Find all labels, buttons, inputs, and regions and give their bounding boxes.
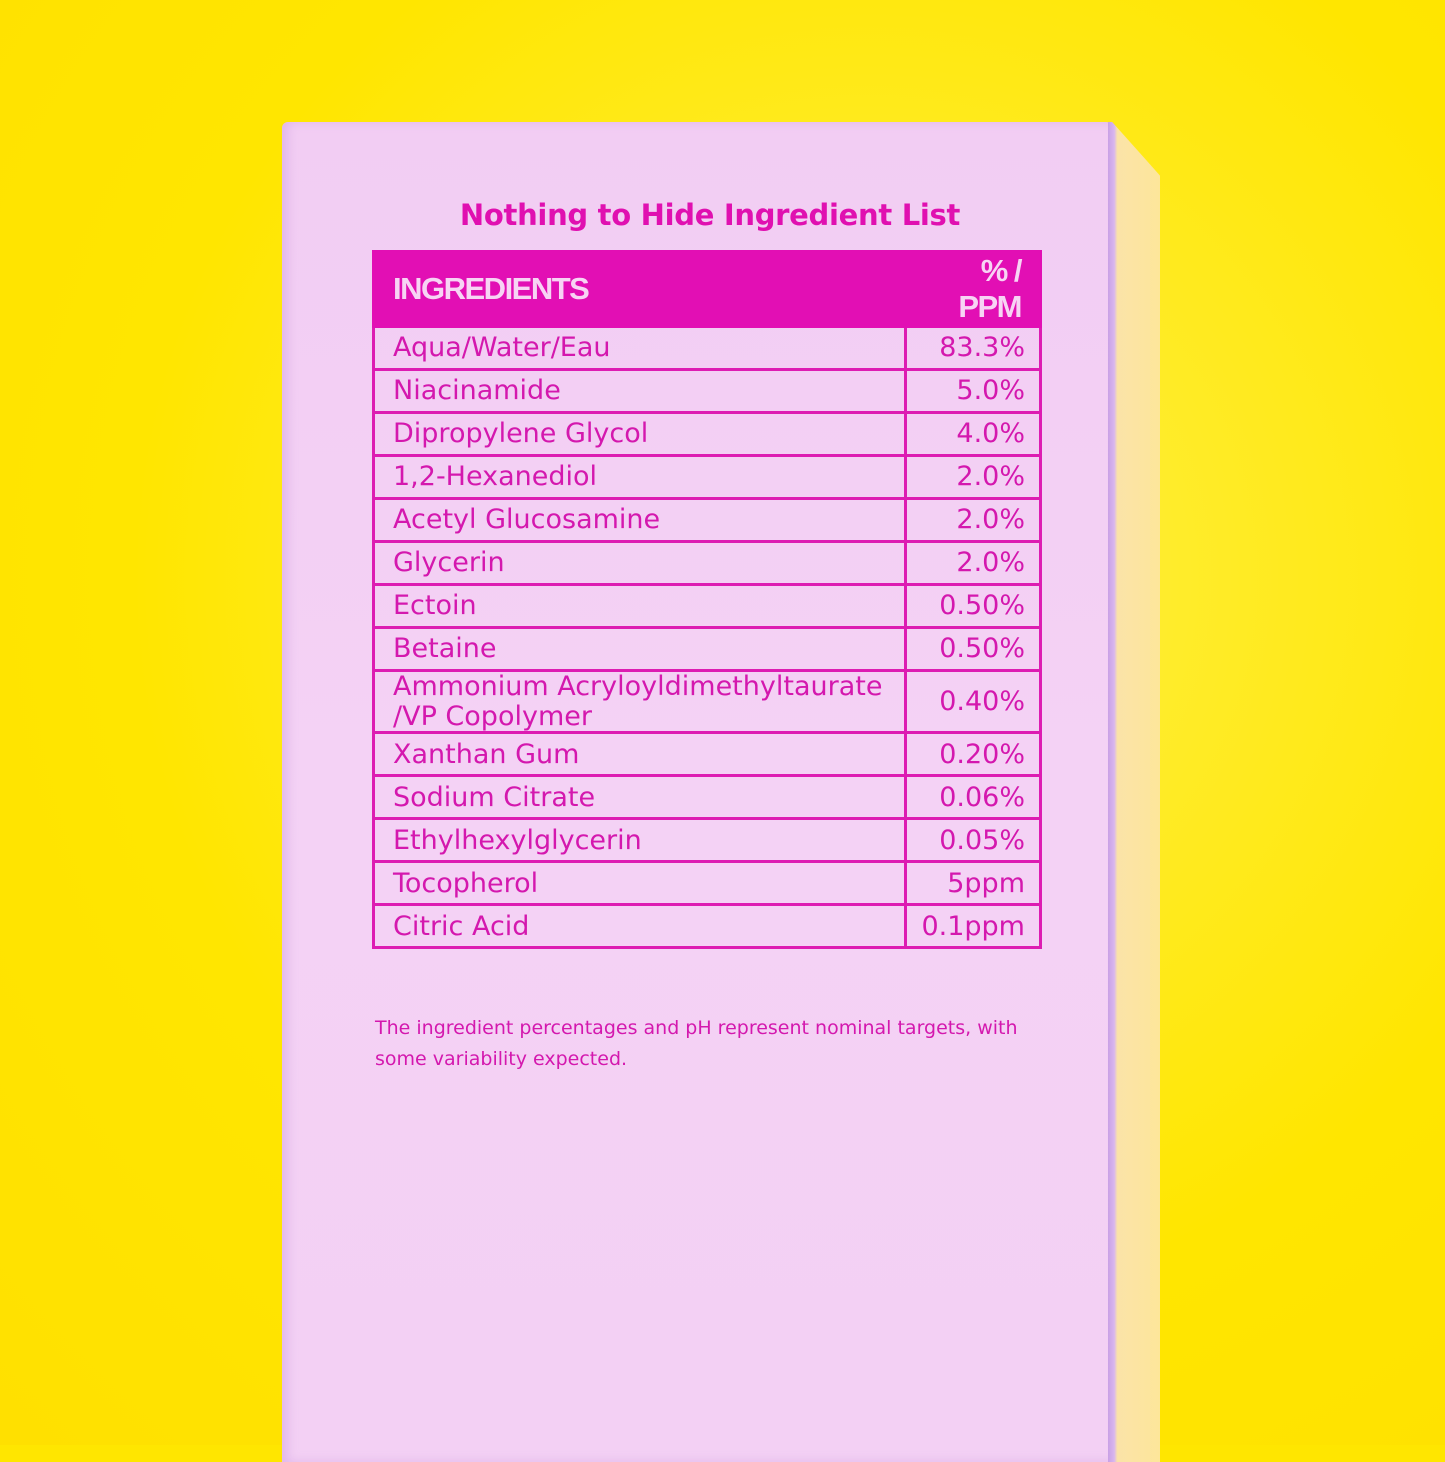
table-row: Dipropylene Glycol 4.0% xyxy=(371,411,1042,457)
header-percent: % / PPM xyxy=(904,250,1042,328)
ingredient-table: INGREDIENTS % / PPM Aqua/Water/Eau 83.3% N… xyxy=(371,250,1042,950)
ingredient-name: Sodium Citrate xyxy=(371,774,908,821)
ingredient-amount: 4.0% xyxy=(904,411,1042,457)
table-row: Ammonium Acryloyldimethyltaurate /VP Cop… xyxy=(371,668,1042,735)
table-row: Glycerin 2.0% xyxy=(371,540,1042,586)
ingredient-name: Betaine xyxy=(371,626,908,672)
ingredient-amount: 0.40% xyxy=(904,668,1042,735)
ingredient-name: Xanthan Gum xyxy=(371,731,908,778)
ingredient-name: 1,2-Hexanediol xyxy=(371,454,908,500)
ingredient-name: Citric Acid xyxy=(371,903,908,950)
table-row: Sodium Citrate 0.06% xyxy=(371,774,1042,821)
ingredient-name: Dipropylene Glycol xyxy=(371,411,908,457)
table-row: Acetyl Glucosamine 2.0% xyxy=(371,497,1042,543)
ingredient-amount: 0.20% xyxy=(904,731,1042,778)
ingredient-name: Aqua/Water/Eau xyxy=(371,325,908,371)
table-row: Betaine 0.50% xyxy=(371,626,1042,672)
header-ingredients: INGREDIENTS xyxy=(371,250,908,328)
ingredient-name: Tocopherol xyxy=(371,860,908,907)
ingredient-amount: 83.3% xyxy=(904,325,1042,371)
ingredient-name: Ectoin xyxy=(371,583,908,629)
ingredient-amount: 2.0% xyxy=(904,454,1042,500)
ingredient-name: Ethylhexylglycerin xyxy=(371,817,908,864)
ingredient-amount: 0.06% xyxy=(904,774,1042,821)
ingredient-amount: 0.50% xyxy=(904,626,1042,672)
table-row: Niacinamide 5.0% xyxy=(371,368,1042,414)
ingredient-name: Ammonium Acryloyldimethyltaurate /VP Cop… xyxy=(371,668,908,735)
table-row: Ethylhexylglycerin 0.05% xyxy=(371,817,1042,864)
table-row: Aqua/Water/Eau 83.3% xyxy=(371,325,1042,371)
table-row: Citric Acid 0.1ppm xyxy=(371,903,1042,950)
table-row: Ectoin 0.50% xyxy=(371,583,1042,629)
ingredient-amount: 0.05% xyxy=(904,817,1042,864)
footnote: The ingredient percentages and pH repres… xyxy=(375,1017,1018,1070)
ingredient-list-title: Nothing to Hide Ingredient List xyxy=(459,198,961,232)
ingredient-amount: 0.1ppm xyxy=(904,903,1042,950)
ingredient-amount: 0.50% xyxy=(904,583,1042,629)
ingredient-amount: 5.0% xyxy=(904,368,1042,414)
ingredient-name: Niacinamide xyxy=(371,368,908,414)
ingredient-amount: 2.0% xyxy=(904,540,1042,586)
ingredient-name: Glycerin xyxy=(371,540,908,586)
product-box-side xyxy=(1108,122,1160,1462)
table-row: Xanthan Gum 0.20% xyxy=(371,731,1042,778)
ingredient-amount: 2.0% xyxy=(904,497,1042,543)
ingredient-name: Acetyl Glucosamine xyxy=(371,497,908,543)
ingredient-amount: 5ppm xyxy=(904,860,1042,907)
table-row: Tocopherol 5ppm xyxy=(371,860,1042,907)
table-row: 1,2-Hexanediol 2.0% xyxy=(371,454,1042,500)
